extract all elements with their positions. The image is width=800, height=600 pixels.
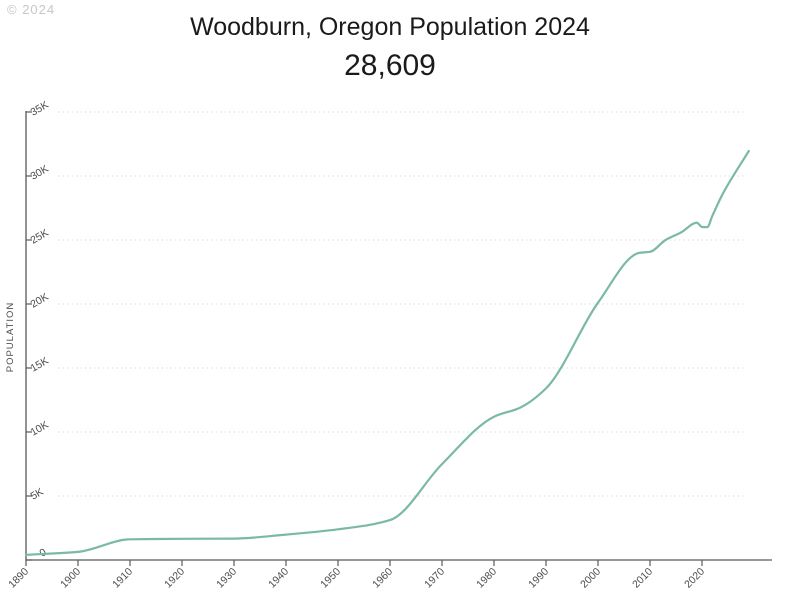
x-tick-label: 1940 [266,566,291,591]
y-tick-label: 20K [29,291,51,311]
x-tick-label: 2020 [682,566,707,591]
population-series-line [24,149,750,556]
y-tick-label: 10K [29,419,51,439]
copyright-watermark: © 2024 [7,2,56,17]
x-tick-label: 1980 [474,566,499,591]
chart-title: Woodburn, Oregon Population 2024 [190,13,590,41]
x-tick-label: 1910 [110,566,135,591]
x-tick-label: 1950 [318,566,343,591]
y-tick-label: 30K [29,163,51,183]
x-tick-label: 1960 [370,566,395,591]
y-tick-label: 35K [29,99,51,119]
chart-header: Woodburn, Oregon Population 2024 28,609 [0,12,780,84]
current-population-value: 28,609 [344,49,436,82]
x-tick-label: 2010 [630,566,655,591]
x-tick-label: 1930 [214,566,239,591]
x-tick-label: 1890 [6,566,31,591]
y-tick-label: 25K [29,227,51,247]
y-axis-title: POPULATION [5,302,16,373]
x-tick-label: 2000 [578,566,603,591]
x-tick-label: 1900 [58,566,83,591]
x-tick-label: 1990 [526,566,551,591]
y-tick-label: 5K [29,486,46,503]
x-tick-label: 1920 [162,566,187,591]
y-tick-label: 15K [29,355,51,375]
x-tick-label: 1970 [422,566,447,591]
